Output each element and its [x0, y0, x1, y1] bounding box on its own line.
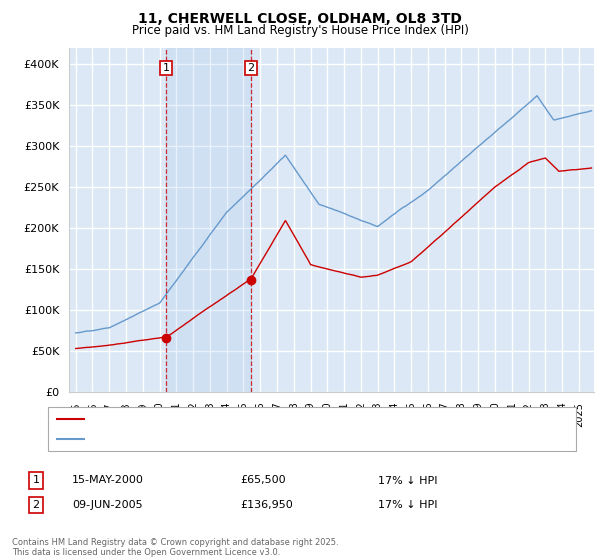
Bar — [166, 48, 251, 392]
Text: 1: 1 — [163, 63, 169, 73]
Text: Price paid vs. HM Land Registry's House Price Index (HPI): Price paid vs. HM Land Registry's House … — [131, 24, 469, 36]
Text: 17% ↓ HPI: 17% ↓ HPI — [378, 475, 437, 486]
Text: £136,950: £136,950 — [240, 500, 293, 510]
Text: 1: 1 — [32, 475, 40, 486]
Text: 2: 2 — [32, 500, 40, 510]
Text: Contains HM Land Registry data © Crown copyright and database right 2025.
This d: Contains HM Land Registry data © Crown c… — [12, 538, 338, 557]
Text: 11, CHERWELL CLOSE, OLDHAM, OL8 3TD: 11, CHERWELL CLOSE, OLDHAM, OL8 3TD — [138, 12, 462, 26]
Text: 09-JUN-2005: 09-JUN-2005 — [72, 500, 143, 510]
Text: 17% ↓ HPI: 17% ↓ HPI — [378, 500, 437, 510]
Text: HPI: Average price, detached house, Oldham: HPI: Average price, detached house, Oldh… — [89, 433, 323, 444]
Text: 11, CHERWELL CLOSE, OLDHAM, OL8 3TD (detached house): 11, CHERWELL CLOSE, OLDHAM, OL8 3TD (det… — [89, 414, 401, 424]
Text: 15-MAY-2000: 15-MAY-2000 — [72, 475, 144, 486]
Text: 2: 2 — [248, 63, 254, 73]
Text: £65,500: £65,500 — [240, 475, 286, 486]
